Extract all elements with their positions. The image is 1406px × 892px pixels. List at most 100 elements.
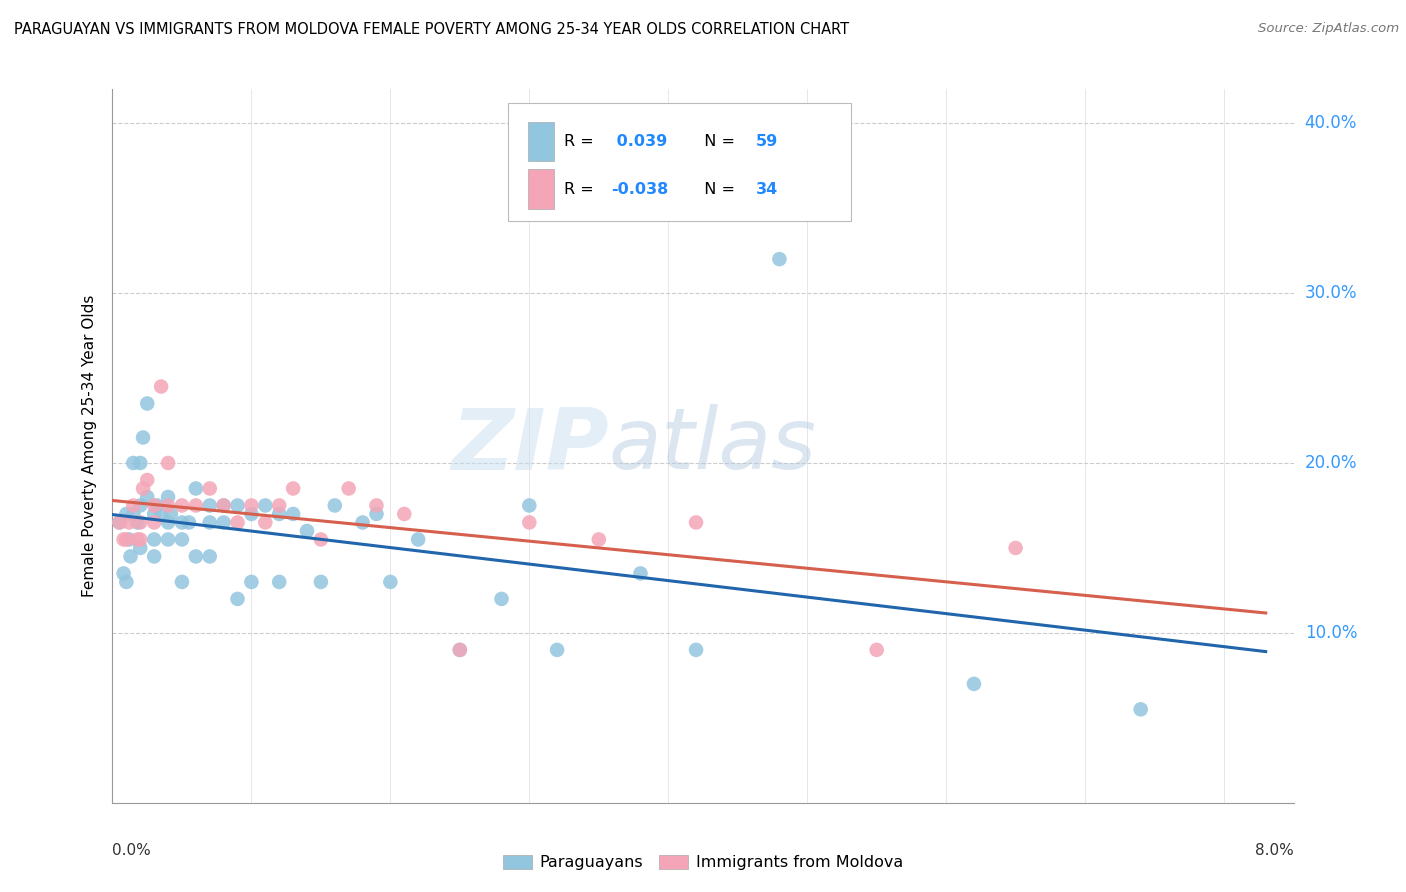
Point <box>685 643 707 657</box>
Point <box>129 541 152 555</box>
Point <box>226 591 249 606</box>
Point <box>129 533 152 547</box>
Point <box>546 643 568 657</box>
Point <box>170 574 193 589</box>
Point <box>108 516 131 530</box>
Point <box>380 574 402 589</box>
Point <box>184 482 207 496</box>
Point <box>212 499 235 513</box>
Point <box>768 252 790 266</box>
Point <box>157 516 180 530</box>
Point <box>352 516 374 530</box>
Text: 59: 59 <box>756 134 779 149</box>
Point <box>198 499 221 513</box>
Point <box>226 516 249 530</box>
Point <box>295 524 318 538</box>
Point <box>129 516 152 530</box>
Point <box>170 499 193 513</box>
Point <box>115 533 138 547</box>
Point <box>1004 541 1026 555</box>
Point <box>157 490 180 504</box>
Text: 20.0%: 20.0% <box>1305 454 1357 472</box>
Text: atlas: atlas <box>609 404 817 488</box>
Point <box>143 499 166 513</box>
Point <box>120 549 142 564</box>
Bar <box>529 169 554 209</box>
Point <box>517 516 540 530</box>
Point <box>132 430 155 444</box>
Y-axis label: Female Poverty Among 25-34 Year Olds: Female Poverty Among 25-34 Year Olds <box>82 295 97 597</box>
Text: ZIP: ZIP <box>451 404 609 488</box>
Text: R =: R = <box>564 134 599 149</box>
Point <box>281 482 304 496</box>
Point <box>157 499 180 513</box>
Point <box>866 643 889 657</box>
Point <box>309 533 332 547</box>
Text: N =: N = <box>693 134 740 149</box>
Point <box>212 499 235 513</box>
Point <box>143 507 166 521</box>
Point <box>240 507 263 521</box>
Point <box>177 516 200 530</box>
Text: 30.0%: 30.0% <box>1305 284 1357 302</box>
Point <box>406 533 429 547</box>
Point <box>122 507 145 521</box>
Point <box>449 643 471 657</box>
Text: PARAGUAYAN VS IMMIGRANTS FROM MOLDOVA FEMALE POVERTY AMONG 25-34 YEAR OLDS CORRE: PARAGUAYAN VS IMMIGRANTS FROM MOLDOVA FE… <box>14 22 849 37</box>
Point <box>184 549 207 564</box>
Point <box>118 533 141 547</box>
Point <box>198 516 221 530</box>
Point <box>129 499 152 513</box>
Point <box>212 516 235 530</box>
Point <box>337 482 360 496</box>
Point <box>198 549 221 564</box>
Point <box>226 499 249 513</box>
Point <box>129 456 152 470</box>
Point <box>184 499 207 513</box>
Point <box>143 533 166 547</box>
FancyBboxPatch shape <box>508 103 851 221</box>
Point <box>963 677 986 691</box>
Text: 8.0%: 8.0% <box>1254 843 1294 858</box>
Point <box>115 507 138 521</box>
Point <box>630 566 652 581</box>
Point <box>157 533 180 547</box>
Point <box>170 533 193 547</box>
Point <box>160 507 183 521</box>
Point <box>122 456 145 470</box>
Point <box>108 516 131 530</box>
Point <box>491 591 513 606</box>
Point <box>309 574 332 589</box>
Text: Source: ZipAtlas.com: Source: ZipAtlas.com <box>1258 22 1399 36</box>
Point <box>127 516 149 530</box>
Point <box>127 533 149 547</box>
Text: 0.0%: 0.0% <box>112 843 152 858</box>
Point <box>150 507 173 521</box>
Point <box>122 499 145 513</box>
Point <box>198 482 221 496</box>
Point <box>1129 702 1152 716</box>
Text: R =: R = <box>564 182 599 196</box>
Point <box>685 516 707 530</box>
Point <box>269 574 291 589</box>
Point <box>517 499 540 513</box>
Point <box>366 499 388 513</box>
Text: 34: 34 <box>756 182 779 196</box>
Point <box>143 516 166 530</box>
Point <box>449 643 471 657</box>
Point <box>115 574 138 589</box>
Point <box>281 507 304 521</box>
Point <box>269 499 291 513</box>
Text: 10.0%: 10.0% <box>1305 624 1357 642</box>
Text: 0.039: 0.039 <box>610 134 666 149</box>
Point <box>118 516 141 530</box>
Point <box>146 499 169 513</box>
Point <box>254 516 277 530</box>
Text: -0.038: -0.038 <box>610 182 668 196</box>
Point <box>269 507 291 521</box>
Point <box>112 533 135 547</box>
Point <box>254 499 277 513</box>
Point <box>240 499 263 513</box>
Bar <box>529 121 554 161</box>
Point <box>143 549 166 564</box>
